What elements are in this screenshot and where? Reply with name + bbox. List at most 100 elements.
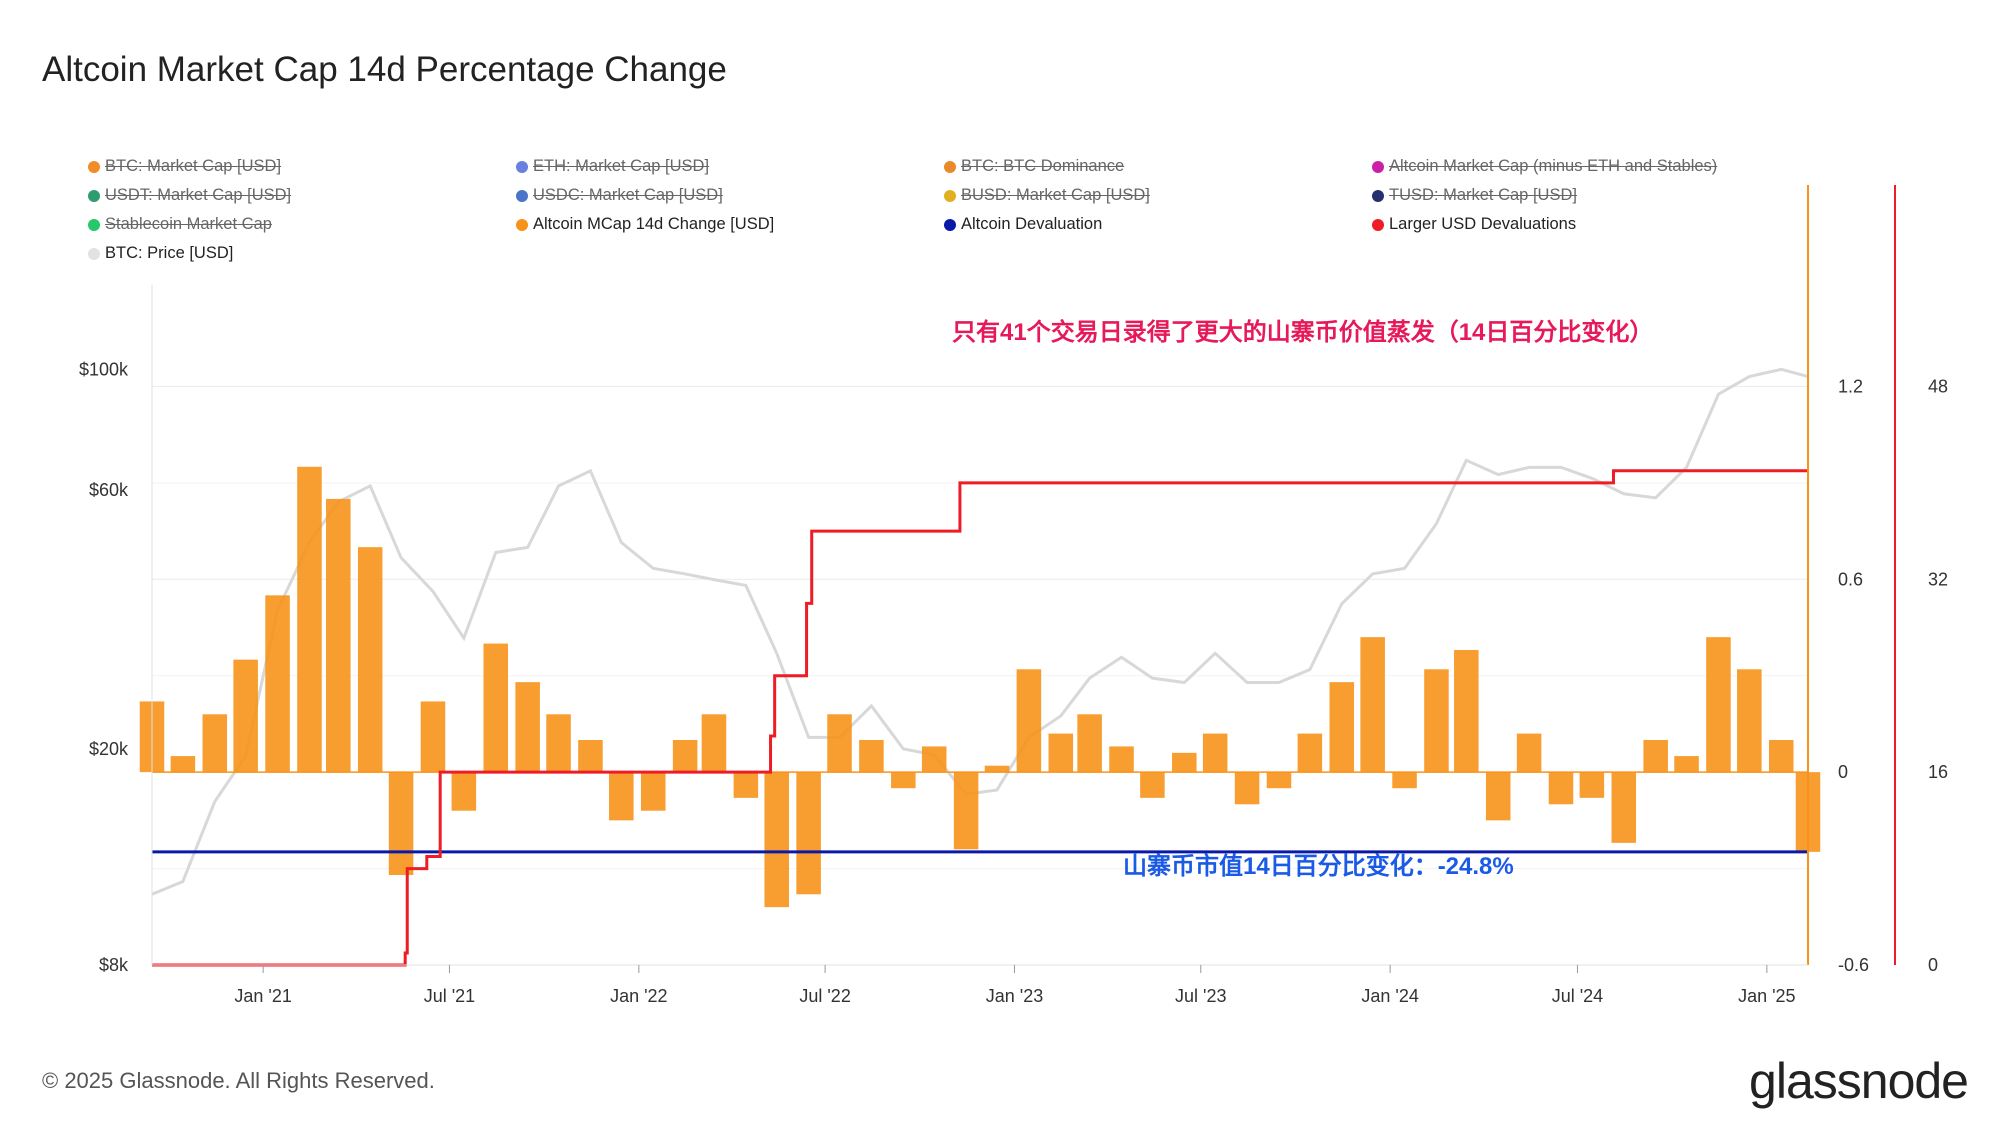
change-bar [953,772,979,850]
change-bar [1109,746,1134,773]
legend-item-0[interactable]: BTC: Market Cap [USD] [88,156,516,177]
legend-item-7[interactable]: TUSD: Market Cap [USD] [1372,185,1800,206]
change-bar [701,714,727,773]
change-bar [1706,637,1731,773]
legend-item-9[interactable]: Altcoin MCap 14d Change [USD] [516,214,944,235]
legend-item-11[interactable]: Larger USD Devaluations [1372,214,1800,235]
x-tick-label: Jan '21 [234,986,291,1006]
change-bar [388,772,414,875]
legend-item-3[interactable]: Altcoin Market Cap (minus ETH and Stable… [1372,156,1800,177]
change-bar [1392,772,1417,789]
x-tick-label: Jul '23 [1175,986,1226,1006]
change-bar [640,772,666,811]
change-bar [1579,772,1605,798]
copyright-footer: © 2025 Glassnode. All Rights Reserved. [42,1068,435,1093]
legend-item-6[interactable]: BUSD: Market Cap [USD] [944,185,1372,206]
legend-label: BTC: BTC Dominance [961,157,1125,175]
change-bar [1234,772,1260,805]
change-bar [1737,669,1762,773]
legend-item-5[interactable]: USDC: Market Cap [USD] [516,185,944,206]
change-bar [1360,637,1385,773]
change-bar [483,643,509,773]
change-bar [827,714,852,773]
change-bar [1454,650,1479,773]
legend-dot-icon [516,189,528,202]
y-right-tick-label: 0 [1838,762,1848,782]
change-bar [1485,772,1511,821]
change-bar [1016,669,1042,773]
btc-price-line [151,367,1809,896]
change-bar [420,701,446,773]
legend-dot-icon [1372,189,1384,202]
change-bar [1768,740,1794,773]
change-bar [357,547,383,773]
y-left-tick-label: $60k [89,480,129,500]
overlay-lines [152,469,1808,967]
change-bar [1424,669,1449,773]
legend-label: Stablecoin Market Cap [105,215,272,233]
x-tick-label: Jan '23 [986,986,1043,1006]
change-bar [546,714,571,773]
change-bar [451,772,477,811]
change-bar [609,772,634,821]
legend-dot-icon [1372,160,1384,173]
chart-legend: BTC: Market Cap [USD] ETH: Market Cap [US… [88,156,1858,264]
legend-dot-icon [516,218,528,231]
y-right-tick-label: 1.2 [1838,376,1863,396]
annotation-top: 只有41个交易日录得了更大的山寨币价值蒸发（14日百分比变化） [952,318,1653,346]
change-bar [1611,772,1637,843]
change-bar [265,595,290,773]
legend-label: Altcoin MCap 14d Change [USD] [533,215,775,233]
change-bar [297,466,322,773]
change-bar [1674,756,1699,773]
x-tick-label: Jul '24 [1552,986,1603,1006]
change-bar [859,740,884,773]
change-bar [891,772,916,789]
change-bar [1516,733,1542,773]
annotation-bottom: 山寨币市值14日百分比变化：-24.8% [1123,852,1514,880]
change-bar [672,740,698,773]
y-right-tick-label: -0.6 [1838,955,1869,975]
btc-price-line-layer [151,367,1809,896]
change-bar [1172,752,1197,773]
change-bar [733,772,759,798]
legend-dot-icon [88,218,100,231]
change-bar [1548,772,1574,805]
change-bar [764,772,789,908]
legend-item-2[interactable]: BTC: BTC Dominance [944,156,1372,177]
y-right2-tick-label: 48 [1928,376,1948,396]
change-bar [578,740,603,773]
legend-item-1[interactable]: ETH: Market Cap [USD] [516,156,944,177]
change-bar [1643,740,1668,773]
change-bar [1202,733,1228,773]
change-bar [921,746,947,773]
x-tick-label: Jan '22 [610,986,667,1006]
legend-label: BTC: Price [USD] [105,244,234,262]
legend-item-8[interactable]: Stablecoin Market Cap [88,214,516,235]
legend-label: Altcoin Devaluation [961,215,1103,233]
y-left-tick-label: $8k [99,955,129,975]
legend-dot-icon [1372,218,1384,231]
legend-dot-icon [944,218,956,231]
y-right2-tick-label: 32 [1928,569,1948,589]
page-title: Altcoin Market Cap 14d Percentage Change [42,50,727,89]
change-bar [515,682,540,773]
legend-dot-icon [516,160,528,173]
x-tick-label: Jul '22 [799,986,850,1006]
legend-label: Altcoin Market Cap (minus ETH and Stable… [1389,157,1718,175]
legend-item-4[interactable]: USDT: Market Cap [USD] [88,185,516,206]
y-left-tick-label: $100k [79,359,129,379]
glassnode-logo: glassnode [1749,1053,1969,1109]
legend-label: TUSD: Market Cap [USD] [1389,186,1577,204]
legend-label: Larger USD Devaluations [1389,215,1577,233]
legend-label: USDT: Market Cap [USD] [105,186,292,204]
y-left-tick-label: $20k [89,739,129,759]
y-right-tick-label: 0.6 [1838,569,1863,589]
y-right2-tick-label: 16 [1928,762,1948,782]
legend-dot-icon [88,160,100,173]
change-bar [1077,714,1102,773]
grid-lines [152,385,1808,966]
legend-item-10[interactable]: Altcoin Devaluation [944,214,1372,235]
change-bar [1140,772,1165,798]
legend-item-12[interactable]: BTC: Price [USD] [88,243,516,264]
